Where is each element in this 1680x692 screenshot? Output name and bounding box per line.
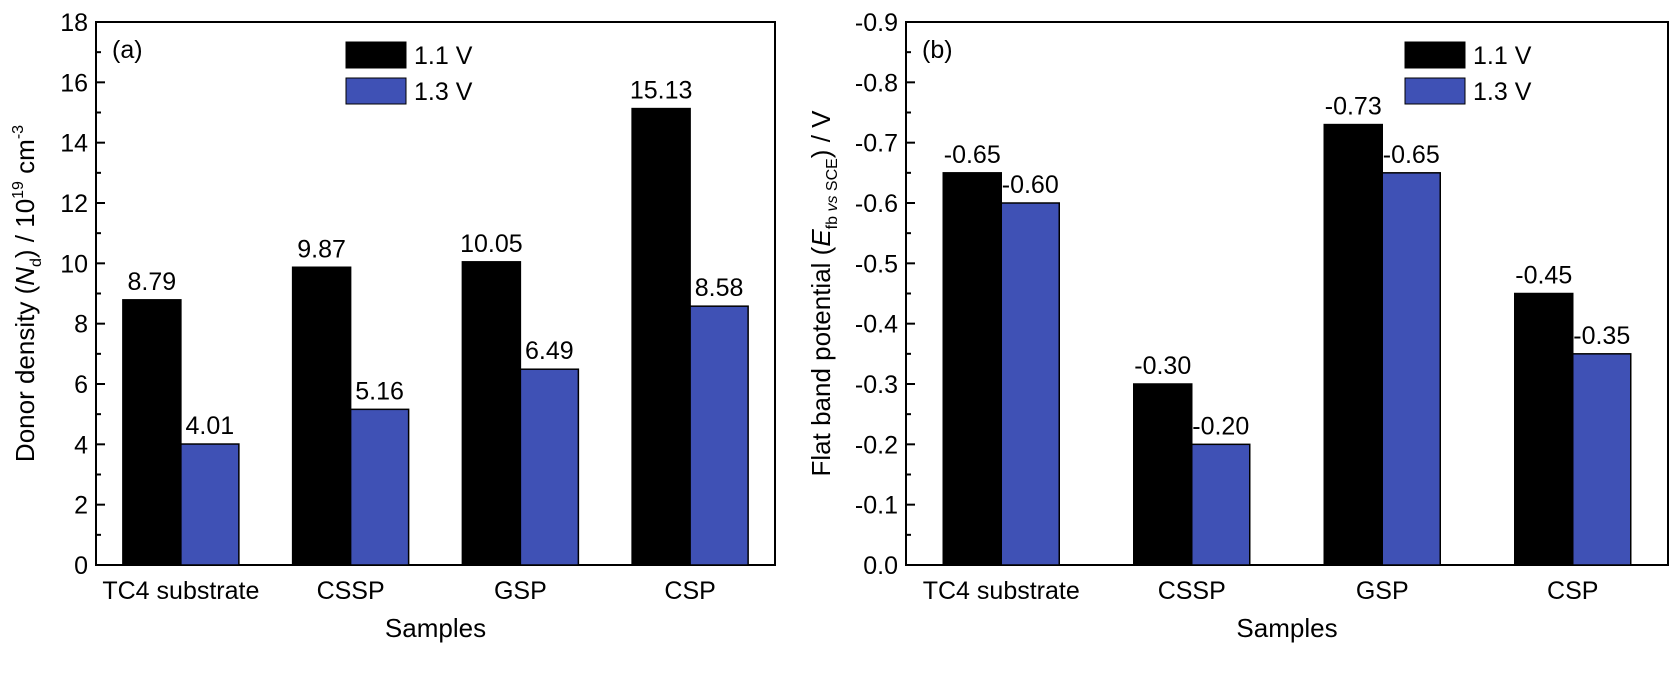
bar-value-label: 15.13 <box>630 77 693 105</box>
y-tick-label: -0.2 <box>855 431 898 459</box>
legend-swatch <box>1404 41 1466 69</box>
bar <box>349 408 410 566</box>
x-tick-label: CSSP <box>1158 577 1226 605</box>
panel-label: (a) <box>112 36 143 64</box>
x-axis-title: Samples <box>1236 613 1337 643</box>
y-axis-title: Flat band potential (Efb vs SCE) / V <box>806 110 841 477</box>
bar-value-label: -0.73 <box>1325 93 1382 121</box>
y-tick-label: 12 <box>60 190 88 218</box>
y-axis-title: Donor density (Nd) / 1019 cm-3 <box>10 125 45 462</box>
y-tick-label: -0.1 <box>855 492 898 520</box>
x-tick-label: TC4 substrate <box>923 577 1080 605</box>
bar-value-label: -0.65 <box>944 141 1001 169</box>
y-tick-label: 2 <box>74 492 88 520</box>
bar <box>180 443 240 566</box>
bar-value-label: -0.65 <box>1383 141 1440 169</box>
bar-value-label: -0.30 <box>1134 352 1191 380</box>
legend-label: 1.3 V <box>414 78 473 106</box>
y-tick-label: 18 <box>60 9 88 37</box>
bar-value-label: -0.35 <box>1573 322 1630 350</box>
bar <box>1133 383 1193 566</box>
y-tick-label: -0.9 <box>855 9 898 37</box>
bar <box>122 299 182 566</box>
y-tick-label: -0.5 <box>855 250 898 278</box>
x-tick-label: CSP <box>1547 577 1598 605</box>
bar-value-label: 8.79 <box>128 268 177 296</box>
bar-value-label: 8.58 <box>695 274 744 302</box>
data-labels: 8.79 4.01 9.87 5.16 10.05 6.49 15.13 8.58 <box>128 77 744 440</box>
x-tick-label: CSP <box>664 577 715 605</box>
y-tick-label: 16 <box>60 69 88 97</box>
data-labels: -0.65-0.60-0.30-0.20-0.73-0.65-0.45-0.35 <box>944 93 1630 441</box>
bar-value-label: -0.20 <box>1192 412 1249 440</box>
bar <box>291 266 352 566</box>
bar <box>1323 123 1383 566</box>
bar-value-label: 6.49 <box>525 337 574 365</box>
x-axis-title: Samples <box>385 613 486 643</box>
y-tick-label: 4 <box>74 431 88 459</box>
bar <box>631 107 691 566</box>
legend-swatch <box>345 77 407 105</box>
bar <box>689 305 749 566</box>
y-axis: 0.0 -0.1 -0.2 -0.3 -0.4 -0.5 -0.6 -0.7 -0.8 -0.9 <box>855 9 915 580</box>
x-tick-label: TC4 substrate <box>102 577 259 605</box>
y-tick-label: -0.6 <box>855 190 898 218</box>
bar-value-label: -0.45 <box>1515 262 1572 290</box>
bar-value-label: 9.87 <box>297 235 346 263</box>
y-tick-label: 6 <box>74 371 88 399</box>
bars <box>942 123 1632 566</box>
bars <box>122 107 749 566</box>
bar-value-label: 4.01 <box>186 412 235 440</box>
y-tick-label: -0.3 <box>855 371 898 399</box>
bar <box>1572 353 1632 566</box>
x-tick-label: GSP <box>1356 577 1409 605</box>
legend: 1.1 V 1.3 V <box>345 41 473 106</box>
y-tick-label: 0.0 <box>863 552 898 580</box>
bar <box>461 261 522 566</box>
legend: 1.1 V 1.3 V <box>1404 41 1532 106</box>
y-tick-label: -0.7 <box>855 130 898 158</box>
legend-swatch <box>345 41 407 69</box>
panel-label: (b) <box>922 36 953 64</box>
bar-value-label: 5.16 <box>355 377 404 405</box>
bar-value-label: 10.05 <box>460 230 523 258</box>
y-tick-label: -0.4 <box>855 311 898 339</box>
legend-label: 1.1 V <box>414 42 473 70</box>
bar-value-label: -0.60 <box>1002 171 1059 199</box>
chart-flat-band-potential: 0.0-0.1-0.2-0.3-0.4-0.5-0.6-0.7-0.8-0.9 … <box>806 9 1669 643</box>
x-axis: TC4 substrate CSSP GSP CSP <box>102 556 716 605</box>
bar <box>1191 443 1251 566</box>
y-tick-label: -0.8 <box>855 69 898 97</box>
bar <box>1000 202 1060 566</box>
y-tick-label: 8 <box>74 311 88 339</box>
legend-swatch <box>1404 77 1466 105</box>
y-tick-label: 14 <box>60 130 88 158</box>
bar <box>1514 292 1574 566</box>
bar <box>1381 172 1441 566</box>
y-axis: 0 2 4 6 8 10 12 14 16 18 <box>60 9 105 580</box>
x-tick-label: GSP <box>494 577 547 605</box>
y-tick-label: 0 <box>74 552 88 580</box>
y-tick-label: 10 <box>60 250 88 278</box>
bar <box>942 172 1002 566</box>
x-tick-label: CSSP <box>317 577 385 605</box>
legend-label: 1.3 V <box>1473 78 1532 106</box>
legend-label: 1.1 V <box>1473 42 1532 70</box>
bar <box>519 368 580 566</box>
